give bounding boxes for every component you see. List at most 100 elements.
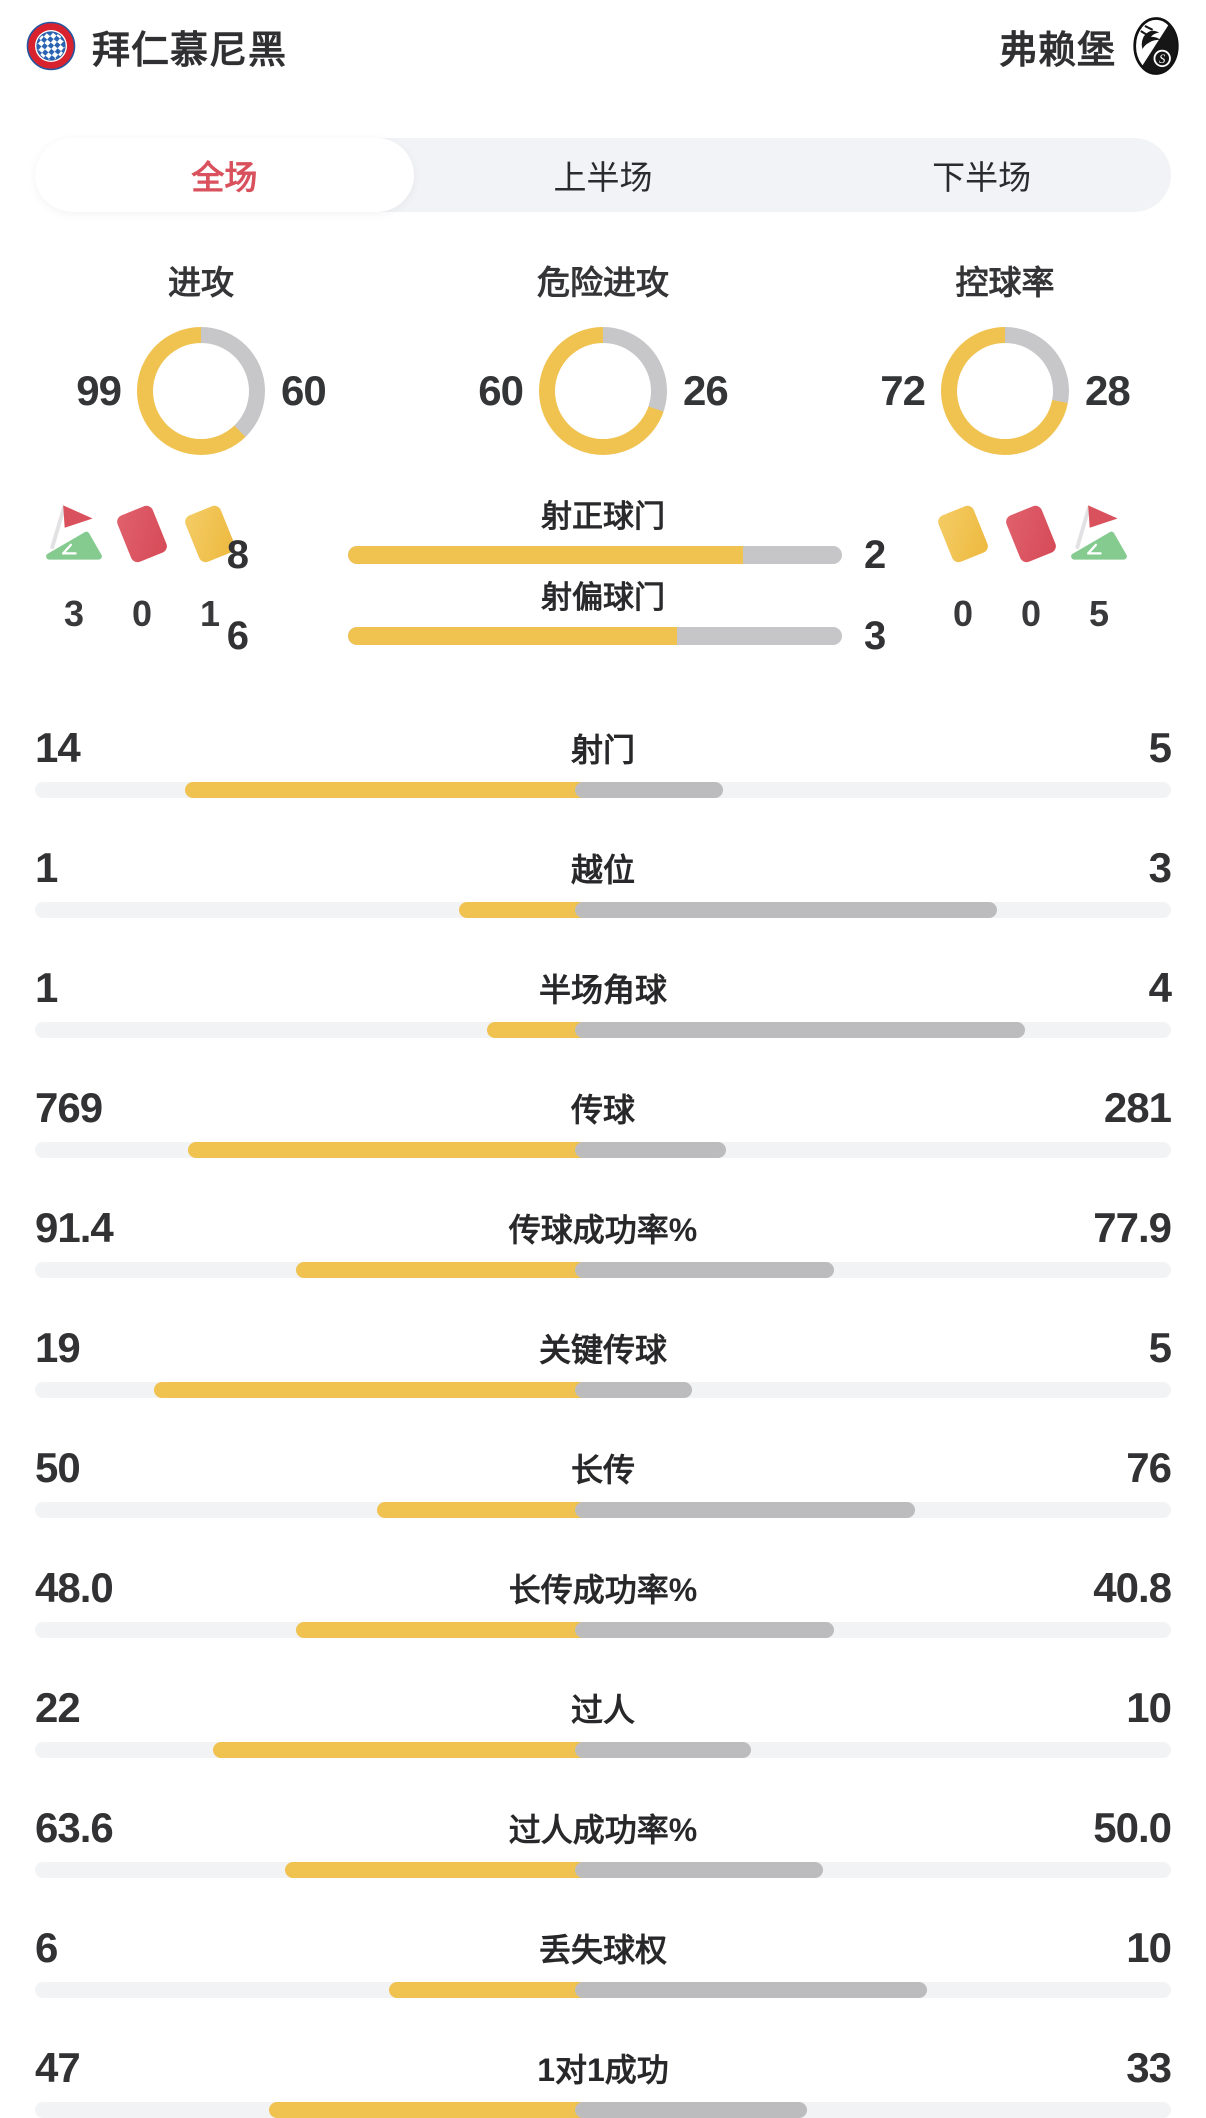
stat-home-bar [296, 1262, 600, 1278]
stat-row: 过人成功率% 63.6 50.0 [0, 1781, 1206, 1901]
stat-away-value: 33 [1126, 2044, 1172, 2091]
donut-ring [137, 327, 265, 455]
shot-home-bar [348, 546, 744, 564]
donut-title: 危险进攻 [537, 264, 669, 301]
stat-home-bar [487, 1022, 600, 1038]
stat-row: 半场角球 1 4 [0, 941, 1206, 1061]
away-discipline: 0 0 5 [929, 501, 1133, 635]
donut-away-value: 26 [683, 367, 729, 414]
red-card-icon [117, 505, 167, 563]
tab-second-half[interactable]: 下半场 [932, 159, 1032, 196]
red-card-slot [108, 501, 176, 567]
stat-away-bar [575, 1022, 1025, 1038]
donut-hole [957, 343, 1053, 439]
donut-title: 进攻 [168, 264, 234, 301]
stat-row: 传球 769 281 [0, 1061, 1206, 1181]
yellow-card-slot [176, 501, 244, 567]
stat-row: 越位 1 3 [0, 821, 1206, 941]
red-card-count: 0 [1020, 593, 1042, 634]
stat-away-bar [575, 1742, 751, 1758]
stat-label: 射门 [570, 732, 635, 768]
shot-bar-label: 射偏球门 [541, 580, 665, 615]
stat-home-bar [459, 902, 600, 918]
yellow-card-count: 0 [952, 593, 974, 634]
stat-bar-track [35, 1142, 1171, 1158]
donut-home-value: 72 [880, 367, 926, 414]
stat-home-bar [269, 2102, 600, 2118]
stat-home-bar [154, 1382, 600, 1398]
stat-away-value: 10 [1126, 1924, 1172, 1971]
donut-chart: 危险进攻 60 26 [402, 261, 804, 455]
corner-flag-icon [1071, 505, 1127, 560]
stat-away-bar [575, 1142, 726, 1158]
stat-bar-track [35, 1502, 1171, 1518]
stat-label: 越位 [570, 852, 635, 888]
yellow-card-slot [929, 501, 997, 567]
stat-home-bar [296, 1622, 600, 1638]
home-team-name: 拜仁慕尼黑 [92, 29, 288, 72]
stat-away-bar [575, 1382, 692, 1398]
stat-row: 丢失球权 6 10 [0, 1901, 1206, 2021]
stat-bar-track [35, 1982, 1171, 1998]
stat-row: 传球成功率% 91.4 77.9 [0, 1181, 1206, 1301]
yellow-card-count: 1 [199, 593, 221, 634]
stat-row: 射门 14 5 [0, 701, 1206, 821]
stat-bar-track [35, 1262, 1171, 1278]
stat-away-value: 281 [1103, 1084, 1172, 1131]
stat-home-bar [285, 1862, 600, 1878]
tab-full-match[interactable]: 全场 [35, 138, 414, 212]
stat-away-value: 5 [1148, 1324, 1172, 1371]
corner-flag-count: 5 [1088, 593, 1110, 634]
stat-home-value: 47 [35, 2044, 81, 2091]
stat-home-value: 19 [35, 1324, 81, 1371]
tab-first-half[interactable]: 上半场 [553, 159, 653, 196]
stat-away-value: 3 [1148, 844, 1172, 891]
home-team: 拜仁慕尼黑 [26, 19, 287, 74]
donut-hole [555, 343, 651, 439]
yellow-card-icon [938, 505, 988, 563]
stat-away-bar [575, 2102, 807, 2118]
shot-bar-group: 射偏球门 6 3 [0, 578, 1206, 658]
stat-away-bar [575, 782, 723, 798]
shots-discipline-section: 3 0 1 0 0 5 射正球门 8 2 射偏球门 6 3 [0, 499, 1206, 701]
stat-bar-track [35, 1862, 1171, 1878]
shot-home-value: 6 [226, 614, 249, 658]
stat-away-bar [575, 1622, 834, 1638]
donut-charts-section: 进攻 99 60 危险进攻 60 26 控球率 72 28 [0, 261, 1206, 455]
donut-title: 控球率 [955, 264, 1055, 301]
donut-chart: 控球率 72 28 [804, 261, 1206, 455]
away-team: 弗赖堡 S [999, 16, 1180, 76]
stat-bar-track [35, 1742, 1171, 1758]
shot-bar-track [348, 546, 842, 564]
stat-label: 长传成功率% [508, 1572, 698, 1608]
stat-home-value: 1 [35, 844, 58, 891]
stat-away-bar [575, 1262, 834, 1278]
match-header: 拜仁慕尼黑 弗赖堡 S [0, 0, 1206, 80]
red-card-slot [997, 501, 1065, 567]
stat-bar-track [35, 2102, 1171, 2118]
stat-home-value: 63.6 [35, 1804, 114, 1851]
stat-home-value: 1 [35, 964, 58, 1011]
red-card-icon [1006, 505, 1056, 563]
stat-label: 半场角球 [538, 972, 667, 1008]
svg-text:S: S [1159, 52, 1165, 66]
stat-home-value: 769 [35, 1084, 103, 1131]
stat-bar-track [35, 902, 1171, 918]
stat-label: 1对1成功 [537, 2052, 669, 2088]
shot-away-value: 2 [864, 533, 886, 577]
stat-home-bar [185, 782, 600, 798]
shot-home-value: 8 [226, 533, 249, 577]
stat-label: 丢失球权 [538, 1932, 667, 1968]
shot-away-value: 3 [864, 614, 886, 658]
stat-away-value: 50.0 [1093, 1804, 1172, 1851]
stat-home-bar [389, 1982, 600, 1998]
stat-home-value: 50 [35, 1444, 81, 1491]
stat-home-value: 22 [35, 1684, 81, 1731]
stat-label: 长传 [570, 1452, 635, 1488]
stat-home-bar [377, 1502, 600, 1518]
corner-flag-slot [40, 501, 108, 567]
stat-away-value: 77.9 [1093, 1204, 1172, 1251]
donut-home-value: 99 [76, 367, 122, 414]
stat-home-value: 91.4 [35, 1204, 114, 1251]
